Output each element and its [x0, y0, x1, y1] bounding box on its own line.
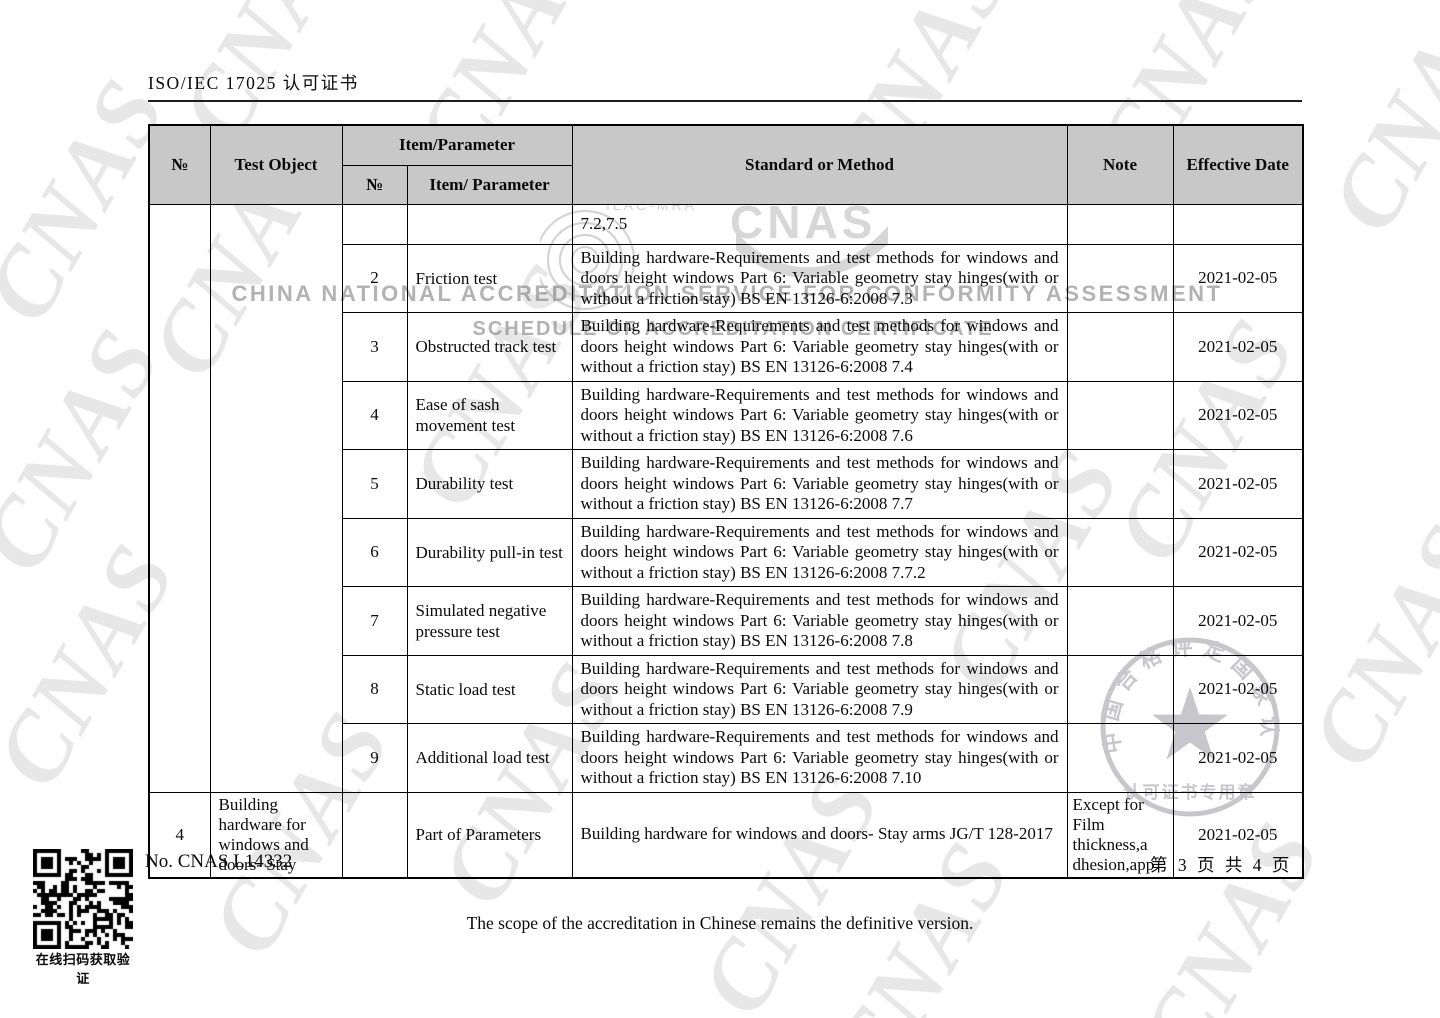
item-cell: Additional load test: [406, 723, 573, 793]
certificate-number: No. CNAS L14332: [145, 851, 293, 872]
table-row: 8 Static load test Building hardware-Req…: [149, 654, 1304, 724]
note-cell: Except for Film thickness,a dhesion,app: [1066, 791, 1174, 878]
item-cell: Part of Parameters: [406, 791, 573, 878]
note-cell: [1066, 243, 1174, 313]
effective-date-cell: 2021-02-05: [1172, 243, 1304, 313]
note-cell: [1066, 312, 1174, 382]
effective-date-cell: 2021-02-05: [1172, 449, 1304, 519]
col-header-no: №: [148, 124, 211, 205]
item-cell: Friction test: [406, 243, 573, 313]
effective-date-cell: 2021-02-05: [1172, 654, 1304, 724]
method-cell: Building hardware-Requirements and test …: [571, 449, 1068, 519]
title-divider: [148, 100, 1302, 102]
effective-date-cell: 2021-02-05: [1172, 312, 1304, 382]
group-test-object-cell: [209, 203, 343, 793]
method-cell: Building hardware-Requirements and test …: [571, 654, 1068, 724]
sub-no-cell: 4: [341, 380, 408, 450]
method-cell: Building hardware-Requirements and test …: [571, 723, 1068, 793]
sub-no-cell: [341, 791, 408, 878]
page-title: ISO/IEC 17025 认可证书: [148, 73, 359, 93]
col-header-standard-or-method: Standard or Method: [571, 124, 1068, 205]
method-cell: Building hardware for windows and doors-…: [571, 791, 1068, 878]
effective-date-cell: 2021-02-05: [1172, 586, 1304, 656]
item-cell: Durability test: [406, 449, 573, 519]
effective-date-cell: 2021-02-05: [1172, 791, 1304, 878]
sub-no-cell: 8: [341, 654, 408, 724]
method-cell: Building hardware-Requirements and test …: [571, 312, 1068, 382]
item-cell: Simulated negative pressure test: [406, 586, 573, 656]
sub-no-cell: [341, 203, 408, 245]
method-cell: Building hardware-Requirements and test …: [571, 517, 1068, 587]
table-header-row-1: № Test Object Item/Parameter Standard or…: [148, 124, 1304, 205]
group-no-cell: [148, 203, 211, 793]
note-cell: [1066, 449, 1174, 519]
effective-date-cell: 2021-02-05: [1172, 380, 1304, 450]
table-header-row-2: № Item/ Parameter: [149, 164, 1303, 205]
accreditation-scope-table: № Test Object Item/Parameter Standard or…: [148, 124, 1305, 879]
method-cell: Building hardware-Requirements and test …: [571, 586, 1068, 656]
method-cell: 7.2,7.5: [571, 203, 1068, 245]
note-cell: [1066, 586, 1174, 656]
col-header-test-object: Test Object: [209, 124, 343, 205]
table-row: 4 Building hardware for windows and door…: [148, 791, 1304, 878]
table-row: 6 Durability pull-in test Building hardw…: [149, 517, 1304, 587]
note-cell: [1066, 380, 1174, 450]
effective-date-cell: [1172, 203, 1304, 245]
sub-no-cell: 9: [341, 723, 408, 793]
col-header-item-parameter-group: Item/Parameter: [341, 124, 573, 166]
method-cell: Building hardware-Requirements and test …: [571, 380, 1068, 450]
verification-qr-code: [33, 849, 133, 949]
effective-date-cell: 2021-02-05: [1172, 517, 1304, 587]
table-row: 9 Additional load test Building hardware…: [149, 723, 1304, 793]
table-row: 7 Simulated negative pressure test Build…: [149, 586, 1304, 656]
table-row: 4 Ease of sash movement test Building ha…: [149, 380, 1304, 450]
group-test-object-cell: Building hardware for windows and doors-…: [209, 791, 343, 878]
note-cell: [1066, 517, 1174, 587]
col-header-item-parameter: Item/ Parameter: [406, 164, 573, 205]
qr-caption: 在线扫码获取验证: [35, 952, 131, 986]
table-row: 3 Obstructed track test Building hardwar…: [149, 312, 1304, 382]
note-cell: [1066, 203, 1174, 245]
item-cell: Durability pull-in test: [406, 517, 573, 587]
col-header-note: Note: [1066, 124, 1174, 205]
table-row: 7.2,7.5: [148, 203, 1304, 793]
page-indicator: 第 3 页 共 4 页: [1150, 855, 1293, 875]
col-header-effective-date: Effective Date: [1172, 124, 1304, 205]
item-cell: Ease of sash movement test: [406, 380, 573, 450]
note-cell: [1066, 654, 1174, 724]
effective-date-cell: 2021-02-05: [1172, 723, 1304, 793]
scope-definitive-note: The scope of the accreditation in Chines…: [466, 913, 974, 933]
col-header-sub-no: №: [341, 164, 408, 205]
sub-no-cell: 7: [341, 586, 408, 656]
group-no-cell: 4: [148, 791, 211, 878]
item-cell: [406, 203, 573, 245]
sub-no-cell: 5: [341, 449, 408, 519]
note-cell: [1066, 723, 1174, 793]
item-cell: Obstructed track test: [406, 312, 573, 382]
item-cell: Static load test: [406, 654, 573, 724]
sub-no-cell: 3: [341, 312, 408, 382]
sub-no-cell: 2: [341, 243, 408, 313]
method-cell: Building hardware-Requirements and test …: [571, 243, 1068, 313]
sub-no-cell: 6: [341, 517, 408, 587]
